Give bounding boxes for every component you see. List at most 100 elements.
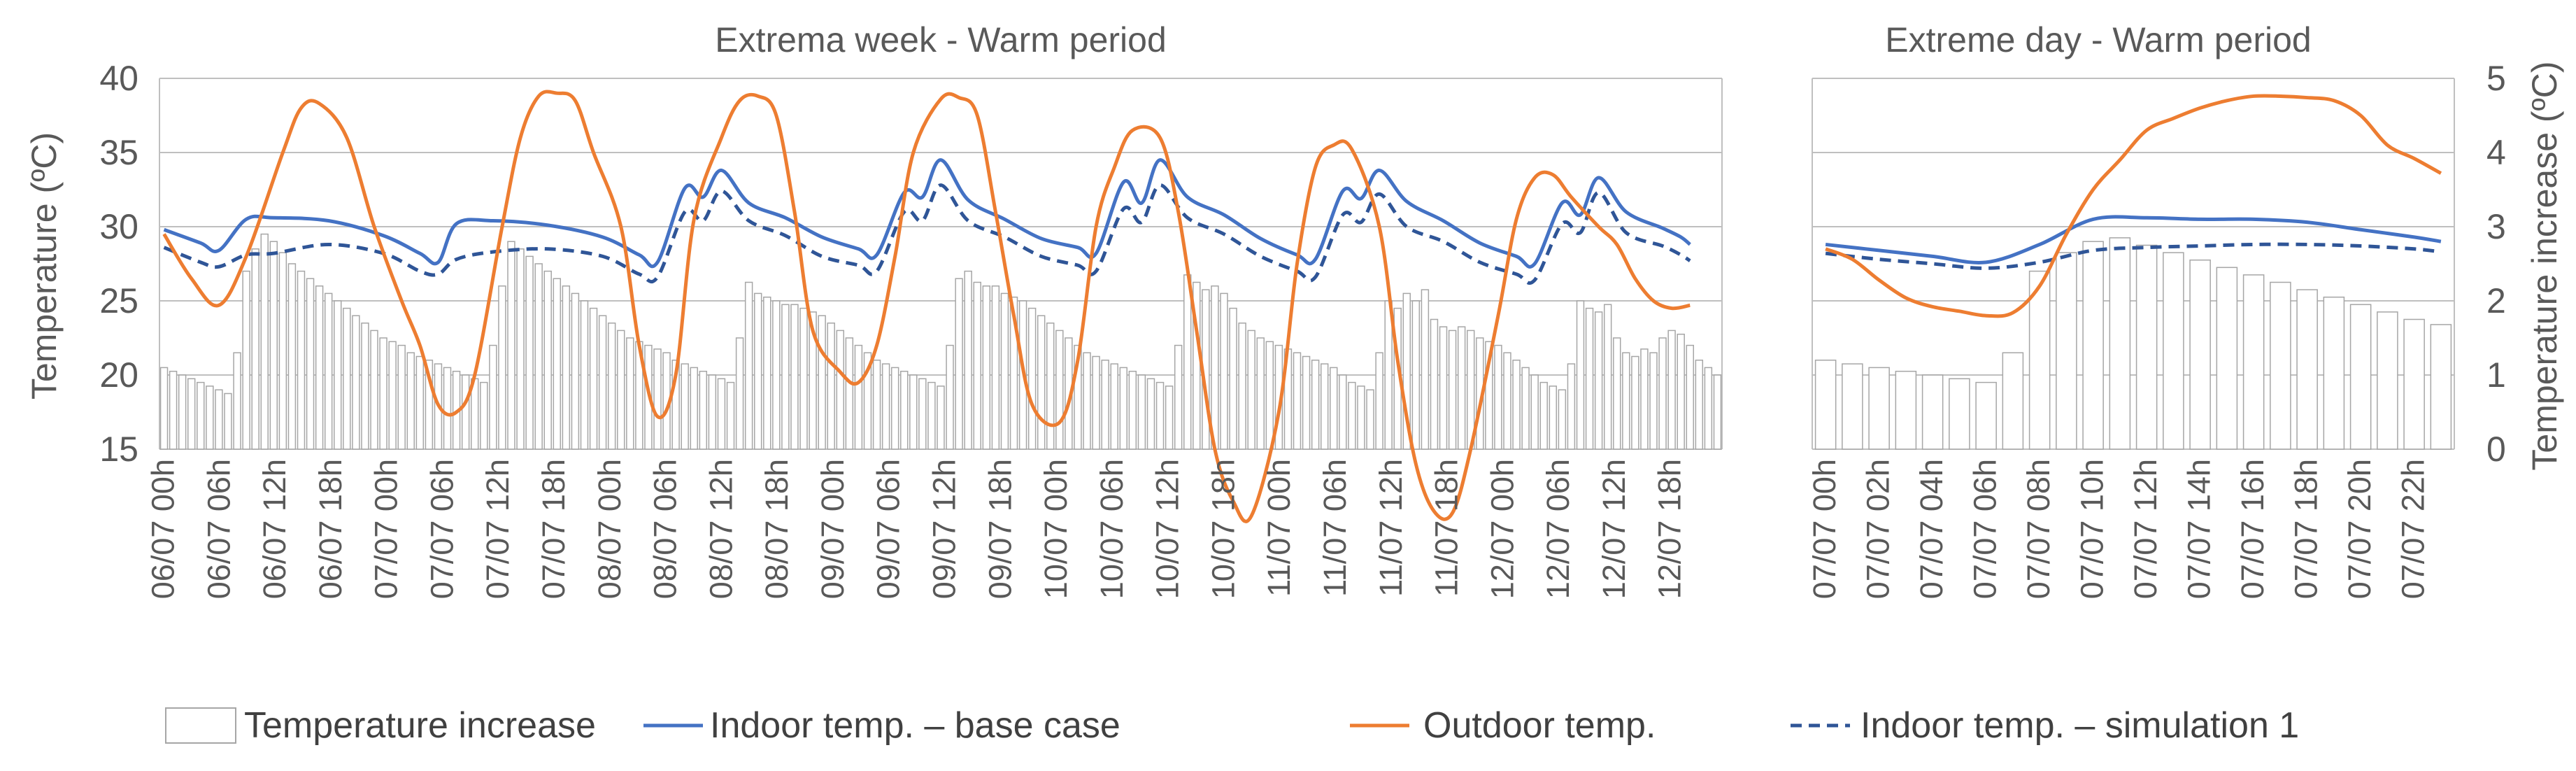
x-tick-label: 07/07 04h — [1914, 459, 1949, 599]
temperature-increase-bar — [2135, 244, 2158, 450]
temperature-increase-bar — [489, 344, 497, 450]
temperature-increase-bar — [1658, 337, 1667, 450]
y-tick-label: 5 — [2486, 59, 2506, 98]
temperature-increase-bar — [2216, 267, 2238, 450]
x-tick-label: 07/07 06h — [1967, 459, 2003, 599]
temperature-increase-bar — [516, 248, 525, 450]
temperature-increase-bar — [1256, 337, 1265, 450]
temperature-increase-bar — [790, 304, 799, 450]
temperature-increase-bar — [1302, 355, 1311, 450]
temperature-increase-bar — [525, 255, 534, 450]
temperature-increase-bar — [461, 374, 470, 450]
temperature-increase-bar — [2189, 259, 2211, 450]
legend: Temperature increase Indoor temp. – base… — [165, 705, 2299, 746]
temperature-increase-bar — [1585, 307, 1594, 450]
x-tick-label: 10/07 12h — [1150, 459, 1186, 599]
temperature-increase-bar — [580, 300, 589, 450]
temperature-increase-bar — [1101, 360, 1109, 450]
indoor-base-line — [163, 158, 1691, 269]
temperature-increase-bar — [334, 300, 342, 450]
day-x-ticks: 07/07 00h 07/07 02h 07/07 04h 07/07 06h 07/0… — [1807, 459, 2431, 599]
temperature-increase-bar — [1558, 389, 1567, 450]
temperature-increase-bar — [982, 285, 991, 450]
temperature-increase-bar — [1330, 367, 1338, 450]
temperature-increase-bar — [1384, 300, 1393, 450]
temperature-increase-bar — [1211, 285, 1219, 450]
x-tick-label: 07/07 16h — [2235, 459, 2270, 599]
temperature-increase-bar — [1265, 341, 1274, 450]
temperature-increase-bar — [626, 337, 634, 450]
temperature-increase-bar — [1083, 352, 1091, 450]
temperature-increase-bar — [927, 381, 936, 450]
temperature-increase-bar — [836, 330, 845, 450]
temperature-increase-bar — [781, 304, 790, 450]
x-tick-label: 07/07 00h — [1807, 459, 1842, 599]
temperature-increase-bar — [1430, 318, 1439, 450]
temperature-increase-bar — [2430, 324, 2452, 450]
y-tick-label: 20 — [99, 355, 138, 395]
x-tick-label: 12/07 12h — [1596, 459, 1632, 599]
temperature-increase-bar — [415, 355, 425, 450]
temperature-increase-bar — [872, 360, 881, 450]
temperature-increase-bar — [1046, 323, 1055, 450]
day-y-axis-label: Temperature increase (ºC) — [2525, 61, 2564, 470]
x-tick-label: 08/07 06h — [648, 459, 683, 599]
temperature-increase-bar — [1128, 370, 1137, 450]
x-tick-label: 06/07 00h — [145, 459, 181, 599]
temperature-increase-bar — [964, 270, 972, 450]
temperature-increase-bar — [1074, 344, 1082, 450]
temperature-increase-bar — [1411, 300, 1421, 450]
x-tick-label: 08/07 12h — [703, 459, 739, 599]
y-tick-label: 4 — [2486, 133, 2506, 172]
temperature-increase-bar — [507, 241, 515, 450]
temperature-increase-bar — [589, 307, 598, 450]
temperature-increase-bar — [206, 386, 214, 450]
temperature-increase-bar — [809, 311, 817, 450]
x-tick-label: 11/07 00h — [1261, 459, 1297, 597]
temperature-increase-bar — [1339, 374, 1347, 450]
day-y-ticks: 0 1 2 3 4 5 — [2486, 59, 2506, 469]
temperature-increase-bar — [763, 296, 771, 450]
temperature-increase-bar — [818, 315, 826, 450]
temperature-increase-bar — [753, 292, 762, 450]
temperature-increase-bar — [178, 374, 187, 450]
x-tick-label: 07/07 22h — [2396, 459, 2431, 599]
x-tick-label: 10/07 06h — [1094, 459, 1130, 599]
x-tick-label: 09/07 18h — [982, 459, 1018, 599]
temperature-increase-bar — [1137, 374, 1146, 450]
temperature-increase-bar — [562, 285, 571, 450]
x-tick-label: 11/07 06h — [1317, 459, 1353, 597]
y-tick-label: 30 — [99, 207, 138, 246]
temperature-increase-bar — [1895, 370, 1917, 450]
legend-label-base: Indoor temp. – base case — [710, 705, 1120, 746]
outdoor-line — [1825, 94, 2442, 318]
temperature-increase-bar — [343, 307, 351, 450]
temperature-increase-bar — [397, 344, 406, 450]
temperature-increase-bar — [1348, 381, 1356, 450]
temperature-increase-bar — [1921, 374, 1944, 450]
temperature-increase-bar — [1503, 352, 1511, 450]
temperature-increase-bar — [379, 337, 387, 450]
temperature-increase-bar — [1567, 363, 1576, 450]
temperature-increase-bar — [2082, 241, 2104, 450]
temperature-increase-bar — [799, 307, 808, 450]
temperature-increase-bar — [1686, 344, 1694, 450]
day-chart-title: Extreme day - Warm period — [1885, 20, 2311, 59]
y-tick-label: 3 — [2486, 207, 2506, 246]
week-bars — [159, 233, 1722, 450]
temperature-increase-bar — [1539, 381, 1548, 450]
temperature-increase-bar — [708, 374, 717, 450]
temperature-increase-bar — [352, 315, 360, 450]
temperature-increase-bar — [946, 344, 954, 450]
x-tick-label: 07/07 12h — [480, 459, 515, 599]
legend-label-outdoor: Outdoor temp. — [1423, 705, 1656, 746]
temperature-increase-bar — [1293, 352, 1302, 450]
temperature-increase-bar — [1229, 307, 1237, 450]
y-tick-label: 40 — [99, 59, 138, 98]
temperature-increase-bar — [1155, 381, 1165, 450]
temperature-increase-bar — [1092, 355, 1100, 450]
temperature-increase-bar — [315, 285, 324, 450]
temperature-increase-bar — [744, 281, 753, 450]
temperature-increase-bar — [498, 285, 506, 450]
temperature-increase-bar — [1027, 307, 1037, 450]
